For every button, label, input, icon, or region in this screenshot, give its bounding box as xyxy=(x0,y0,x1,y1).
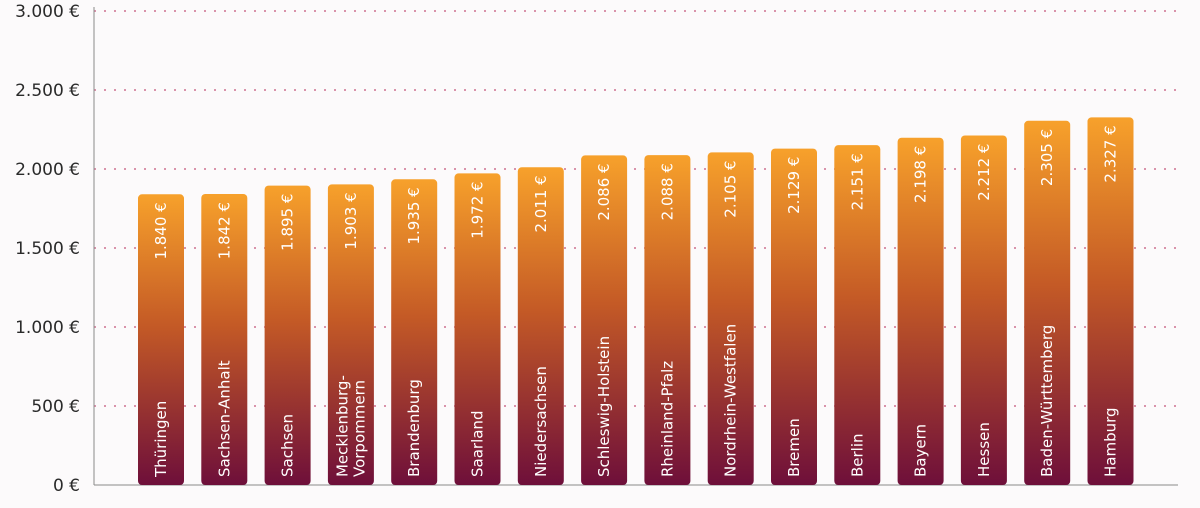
bar-category-label: Hessen xyxy=(975,422,993,477)
category-label-line: Bayern xyxy=(912,424,930,477)
bar-category-label: Bayern xyxy=(912,424,930,477)
bar-value-label: 2.305 € xyxy=(1038,129,1056,186)
category-label-line: Rheinland-Pfalz xyxy=(658,361,676,477)
bar-group: 1.895 € Sachsen xyxy=(264,185,311,485)
category-label-line: Mecklenburg- xyxy=(333,375,351,477)
bar xyxy=(454,173,501,485)
bar xyxy=(264,185,311,485)
bar-group: 1.935 € Brandenburg xyxy=(391,179,438,485)
bar xyxy=(581,155,628,486)
bar xyxy=(834,145,881,485)
bar-category-label: Berlin xyxy=(848,433,866,477)
category-label-line: Saarland xyxy=(469,411,487,477)
bar-group: 2.198 € Bayern xyxy=(897,137,944,485)
bar-group: 2.212 € Hessen xyxy=(960,135,1007,485)
category-label-line: Niedersachsen xyxy=(532,366,550,477)
category-label-line: Thüringen xyxy=(152,401,170,478)
bar-value-label: 1.842 € xyxy=(215,202,233,259)
bar xyxy=(1024,120,1071,485)
category-label-line: Bremen xyxy=(785,418,803,477)
bar-value-label: 1.935 € xyxy=(405,187,423,244)
category-label-line: Schleswig-Holstein xyxy=(595,336,613,477)
y-tick-label: 0 € xyxy=(53,476,80,496)
bar-category-label: Sachsen xyxy=(279,414,297,477)
bar-value-label: 1.903 € xyxy=(342,192,360,249)
y-tick-label: 1.000 € xyxy=(15,318,80,338)
bar-category-label: Schleswig-Holstein xyxy=(595,336,613,477)
bar-value-label: 2.129 € xyxy=(785,157,803,214)
bar-value-label: 2.086 € xyxy=(595,163,613,220)
bar-category-label: Mecklenburg-Vorpommern xyxy=(333,375,368,477)
category-label-line: Berlin xyxy=(848,433,866,477)
bar-group: 2.086 € Schleswig-Holstein xyxy=(581,155,628,486)
bar-group: 2.088 € Rheinland-Pfalz xyxy=(644,155,691,485)
grid-lines xyxy=(94,10,1178,407)
bar xyxy=(644,155,691,485)
category-label-line: Hessen xyxy=(975,422,993,477)
bar-category-label: Baden-Württemberg xyxy=(1038,325,1056,477)
category-label-line: Sachsen xyxy=(279,414,297,477)
bar-group: 1.842 € Sachsen-Anhalt xyxy=(201,193,248,486)
bar-category-label: Hamburg xyxy=(1102,407,1120,477)
bar-group: 1.840 € Thüringen xyxy=(138,194,184,485)
bar-group: 2.327 € Hamburg xyxy=(1087,117,1134,486)
bar-category-label: Thüringen xyxy=(152,401,170,478)
bar-value-label: 2.327 € xyxy=(1102,125,1120,182)
bar-value-label: 2.212 € xyxy=(975,144,993,201)
bar-category-label: Rheinland-Pfalz xyxy=(658,361,676,477)
bar-value-label: 1.972 € xyxy=(469,181,487,238)
bar-group: 1.972 € Saarland xyxy=(454,173,501,485)
y-tick-label: 1.500 € xyxy=(15,239,80,259)
bar xyxy=(1087,117,1134,486)
bar-value-label: 1.895 € xyxy=(279,194,297,251)
y-axis-tick-labels: 0 € 500 € 1.000 € 1.500 € 2.000 € 2.500 € 3.00… xyxy=(15,2,80,496)
category-label-line: Hamburg xyxy=(1102,407,1120,477)
bar-value-label: 2.198 € xyxy=(912,146,930,203)
bar-category-label: Nordrhein-Westfalen xyxy=(722,324,740,477)
bar-group: 1.903 € Mecklenburg-Vorpommern xyxy=(327,184,374,486)
bar-group: 2.151 € Berlin xyxy=(834,145,881,485)
bar-category-label: Bremen xyxy=(785,418,803,477)
bar-group: 2.129 € Bremen xyxy=(771,148,817,486)
bar-category-label: Niedersachsen xyxy=(532,366,550,477)
bar xyxy=(707,152,754,485)
bar-category-label: Sachsen-Anhalt xyxy=(215,360,233,477)
bar xyxy=(327,184,374,486)
bar-value-label: 1.840 € xyxy=(152,202,170,259)
bar xyxy=(771,148,817,486)
y-tick-label: 2.000 € xyxy=(15,160,80,180)
bar xyxy=(517,167,564,485)
bar-value-label: 2.105 € xyxy=(722,160,740,217)
bar-group: 2.011 € Niedersachsen xyxy=(517,167,564,485)
category-label-line: Nordrhein-Westfalen xyxy=(722,324,740,477)
bar xyxy=(201,193,248,486)
bar-value-label: 2.088 € xyxy=(658,163,676,220)
bar-group: 2.305 € Baden-Württemberg xyxy=(1024,120,1071,485)
category-label-line: Vorpommern xyxy=(350,380,368,477)
bar-group: 2.105 € Nordrhein-Westfalen xyxy=(707,152,754,485)
bar xyxy=(391,179,438,485)
category-label-line: Baden-Württemberg xyxy=(1038,325,1056,477)
bar xyxy=(138,194,184,485)
y-tick-label: 3.000 € xyxy=(15,2,80,22)
bar-value-label: 2.151 € xyxy=(848,153,866,210)
bar-value-label: 2.011 € xyxy=(532,175,550,232)
bar xyxy=(960,135,1007,485)
bar-category-label: Brandenburg xyxy=(405,379,423,477)
y-tick-label: 500 € xyxy=(31,397,80,417)
y-tick-label: 2.500 € xyxy=(15,81,80,101)
category-label-line: Sachsen-Anhalt xyxy=(215,360,233,477)
category-label-line: Brandenburg xyxy=(405,379,423,477)
bar xyxy=(897,137,944,485)
bar-category-label: Saarland xyxy=(469,411,487,477)
